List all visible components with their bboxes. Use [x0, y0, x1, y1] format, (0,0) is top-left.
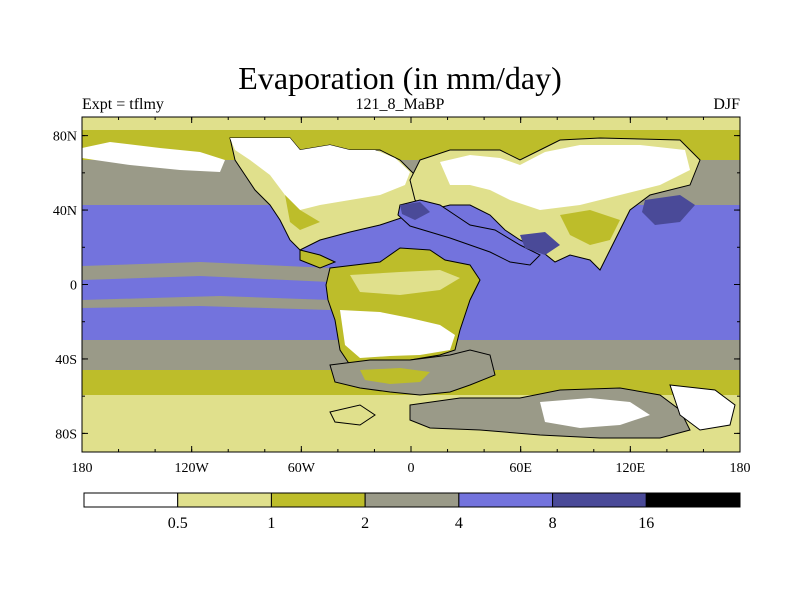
colorbar-label: 8	[549, 515, 557, 532]
lat-tick-label: 80S	[55, 427, 77, 442]
axis-ticks	[81, 117, 741, 452]
lon-tick-label: 180	[730, 461, 751, 476]
axis-tick-labels: 80N 40N 0 40S 80S 180 120W 60W 0 60E 120E 180	[53, 130, 751, 476]
lon-tick-label: 60W	[288, 461, 316, 476]
colorbar-label: 16	[638, 515, 654, 532]
eurasia-dry	[440, 145, 690, 210]
colorbar-swatch	[177, 492, 272, 508]
antarctica-dry	[540, 398, 650, 428]
colorbar-label: 4	[455, 515, 463, 532]
colorbar-swatch	[270, 492, 366, 508]
experiment-label: Expt = tflmy	[82, 96, 164, 113]
lat-tick-label: 40N	[53, 204, 77, 219]
southern-island	[329, 404, 376, 426]
southeast-dry	[669, 384, 736, 431]
arctic-dry	[82, 142, 225, 172]
lon-tick-label: 0	[408, 461, 415, 476]
season-label: DJF	[713, 96, 740, 113]
band-equatorial-gray	[82, 262, 330, 282]
colorbar: 0.5 1 2 4 8 16	[83, 492, 741, 532]
north-america-olive	[285, 195, 320, 230]
africa-olive	[360, 368, 430, 384]
colorbar-swatch	[364, 492, 460, 508]
south-america-yellow	[350, 270, 460, 295]
band-south-equatorial-gray	[82, 296, 330, 310]
colorbar-swatch	[83, 492, 179, 508]
lat-tick-label: 0	[70, 279, 77, 294]
lat-tick-label: 80N	[53, 130, 77, 145]
colorbar-label: 0.5	[168, 515, 188, 532]
colorbar-label: 1	[267, 515, 275, 532]
colorbar-swatch	[458, 492, 554, 508]
age-label: 121_8_MaBP	[355, 96, 445, 113]
colorbar-swatch	[645, 492, 741, 508]
west-pacific-dark	[642, 195, 695, 225]
lon-tick-label: 180	[72, 461, 93, 476]
map-title: Evaporation (in mm/day)	[238, 60, 562, 96]
north-america-dry	[230, 138, 410, 210]
asia-olive	[560, 210, 620, 245]
south-america-dry	[340, 310, 455, 358]
lon-tick-label: 60E	[509, 461, 532, 476]
lat-tick-label: 40S	[55, 353, 77, 368]
colorbar-swatch	[552, 492, 647, 508]
lon-tick-label: 120W	[175, 461, 210, 476]
tethys-dark-east	[520, 232, 560, 255]
tethys-sea	[397, 199, 541, 266]
evaporation-field	[82, 117, 740, 452]
colorbar-label: 2	[361, 515, 369, 532]
tethys-dark-west	[400, 202, 430, 220]
central-america	[299, 249, 337, 269]
lon-tick-label: 120E	[616, 461, 646, 476]
